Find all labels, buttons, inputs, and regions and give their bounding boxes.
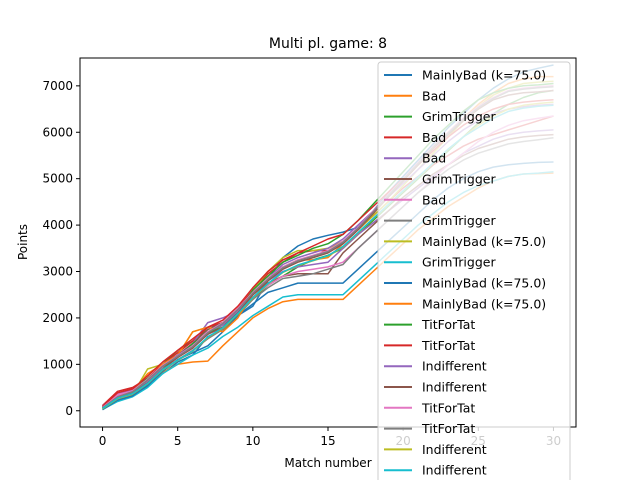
legend-box (377, 61, 571, 480)
legend: MainlyBad (k=75.0) Bad GrimTrigger Bad Bad Gr… (377, 61, 571, 480)
legend-label: Bad (422, 130, 446, 145)
y-tick-label: 7000 (42, 79, 73, 93)
x-tick-label: 5 (174, 434, 182, 448)
legend-label: TitForTat (421, 400, 475, 415)
legend-label: MainlyBad (k=75.0) (422, 296, 546, 311)
x-tick-label: 10 (245, 434, 260, 448)
y-tick-label: 1000 (42, 357, 73, 371)
x-axis-label: Match number (284, 456, 371, 470)
legend-label: TitForTat (421, 338, 475, 353)
y-tick-label: 2000 (42, 311, 73, 325)
y-tick-label: 0 (65, 404, 73, 418)
legend-label: Bad (422, 151, 446, 166)
legend-label: GrimTrigger (422, 255, 496, 270)
legend-label: GrimTrigger (422, 172, 496, 187)
x-tick-label: 0 (99, 434, 107, 448)
legend-label: Indifferent (422, 359, 487, 374)
y-tick-label: 4000 (42, 218, 73, 232)
legend-label: Indifferent (422, 442, 487, 457)
x-tick-label: 15 (320, 434, 335, 448)
y-tick-label: 3000 (42, 265, 73, 279)
y-axis-ticks: 0 1000 2000 3000 4000 5000 6000 7000 (42, 79, 80, 418)
y-tick-label: 5000 (42, 172, 73, 186)
chart-title: Multi pl. game: 8 (269, 36, 387, 52)
legend-label: GrimTrigger (422, 109, 496, 124)
legend-label: Indifferent (422, 463, 487, 478)
legend-label: TitForTat (421, 421, 475, 436)
legend-label: GrimTrigger (422, 213, 496, 228)
legend-label: MainlyBad (k=75.0) (422, 276, 546, 291)
legend-label: TitForTat (421, 317, 475, 332)
legend-label: Indifferent (422, 380, 487, 395)
legend-label: MainlyBad (k=75.0) (422, 234, 546, 249)
legend-label: MainlyBad (k=75.0) (422, 68, 546, 83)
y-axis-label: Points (16, 224, 30, 260)
legend-label: Bad (422, 88, 446, 103)
legend-label: Bad (422, 192, 446, 207)
y-tick-label: 6000 (42, 125, 73, 139)
